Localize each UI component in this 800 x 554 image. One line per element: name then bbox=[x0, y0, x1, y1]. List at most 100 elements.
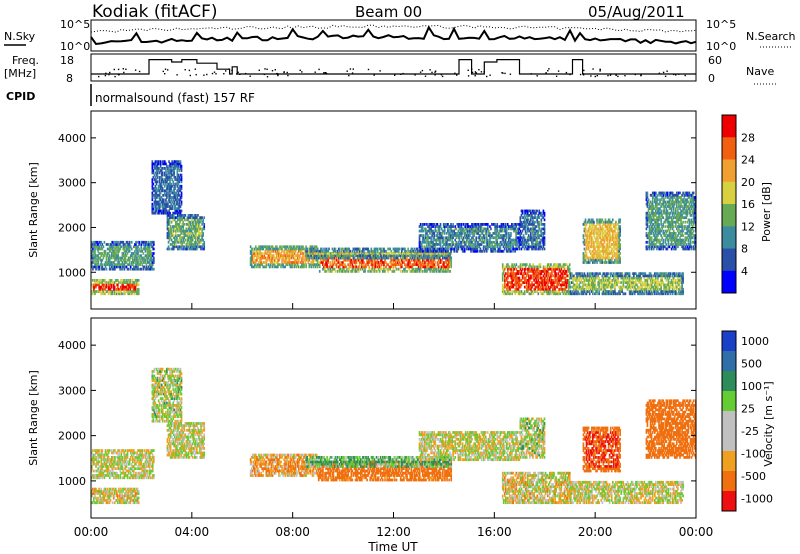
scatter-cell bbox=[423, 258, 425, 262]
scatter-cell bbox=[426, 263, 428, 267]
scatter-cell bbox=[286, 256, 289, 260]
scatter-cell bbox=[329, 263, 332, 267]
scatter-cell bbox=[266, 256, 269, 260]
scatter-cell bbox=[384, 261, 386, 264]
scatter-cell bbox=[295, 261, 298, 264]
scatter-cell bbox=[166, 227, 169, 231]
scatter-cell bbox=[289, 252, 292, 255]
scatter-cell bbox=[289, 249, 292, 253]
scatter-cell bbox=[286, 252, 289, 255]
scatter-cell bbox=[338, 247, 341, 251]
scatter-cell bbox=[169, 167, 171, 170]
scatter-cell bbox=[269, 252, 272, 255]
scatter-cell bbox=[102, 285, 105, 289]
scatter-cell bbox=[179, 205, 182, 208]
scatter-cell bbox=[137, 258, 139, 262]
scatter-cell bbox=[442, 265, 444, 269]
scatter-cell bbox=[165, 176, 167, 179]
scatter-cell bbox=[169, 193, 171, 197]
scatter-cell bbox=[165, 173, 167, 177]
scatter-cell bbox=[152, 182, 155, 186]
scatter-cell bbox=[188, 227, 191, 231]
scatter-cell bbox=[178, 247, 180, 251]
scatter-cell bbox=[176, 182, 179, 186]
scatter-cell bbox=[317, 261, 320, 264]
scatter-cell bbox=[267, 256, 270, 260]
scatter-cell bbox=[201, 220, 203, 224]
scatter-cell bbox=[108, 287, 111, 291]
scatter-cell bbox=[130, 240, 133, 244]
scatter-cell bbox=[391, 263, 394, 267]
scatter-cell bbox=[108, 258, 111, 262]
scatter-cell bbox=[172, 240, 175, 244]
scatter-cell bbox=[155, 164, 158, 168]
scatter-cell bbox=[114, 256, 116, 260]
scatter-cell bbox=[92, 261, 94, 264]
scatter-cell bbox=[311, 249, 314, 253]
scatter-cell bbox=[157, 187, 160, 190]
scatter-cell bbox=[282, 258, 284, 262]
scatter-cell bbox=[269, 265, 272, 269]
scatter-cell bbox=[129, 256, 132, 260]
scatter-cell bbox=[172, 211, 175, 215]
scatter-cell bbox=[147, 243, 150, 246]
scatter-cell bbox=[274, 245, 277, 249]
scatter-cell bbox=[276, 252, 278, 255]
scatter-cell bbox=[135, 243, 137, 246]
scatter-cell bbox=[145, 240, 148, 244]
scatter-cell bbox=[308, 263, 311, 267]
scatter-cell bbox=[99, 285, 101, 289]
scatter-cell bbox=[153, 178, 156, 181]
scatter-cell bbox=[344, 270, 346, 273]
scatter-cell bbox=[127, 290, 130, 293]
scatter-cell bbox=[158, 202, 161, 206]
scatter-cell bbox=[104, 292, 107, 296]
scatter-cell bbox=[340, 267, 342, 271]
scatter-cell bbox=[311, 252, 314, 255]
scatter-cell bbox=[153, 240, 155, 244]
scatter-cell bbox=[416, 258, 419, 262]
scatter-cell bbox=[176, 223, 178, 226]
scatter-cell bbox=[173, 184, 176, 188]
scatter-cell bbox=[170, 169, 172, 172]
scatter-cell bbox=[111, 281, 114, 284]
scatter-cell bbox=[117, 285, 119, 289]
scatter-cell bbox=[432, 267, 435, 271]
scatter-cell bbox=[93, 245, 95, 249]
scatter-cell bbox=[123, 243, 126, 246]
scatter-cell bbox=[142, 258, 145, 262]
scatter-cell bbox=[335, 263, 338, 267]
scatter-cell bbox=[160, 173, 163, 177]
scatter-cell bbox=[156, 193, 159, 197]
scatter-cell bbox=[250, 263, 253, 267]
scatter-cell bbox=[109, 267, 112, 271]
scatter-cell bbox=[169, 205, 171, 208]
scatter-cell bbox=[95, 240, 97, 244]
scatter-cell bbox=[169, 211, 171, 215]
scatter-cell bbox=[136, 267, 138, 271]
scatter-cell bbox=[133, 292, 136, 296]
scatter-cell bbox=[184, 229, 187, 233]
scatter-cell bbox=[121, 256, 124, 260]
scatter-cell bbox=[191, 225, 194, 228]
scatter-cell bbox=[189, 216, 192, 220]
scatter-cell bbox=[107, 252, 110, 255]
scatter-cell bbox=[341, 261, 343, 264]
scatter-cell bbox=[102, 283, 105, 287]
scatter-cell bbox=[159, 162, 162, 166]
scatter-cell bbox=[261, 252, 263, 255]
scatter-cell bbox=[140, 256, 143, 260]
scatter-cell bbox=[126, 287, 129, 291]
scatter-cell bbox=[140, 245, 143, 249]
scatter-cell bbox=[107, 281, 110, 284]
scatter-cell bbox=[97, 245, 99, 249]
scatter-cell bbox=[164, 209, 166, 213]
scatter-cell bbox=[135, 247, 137, 251]
scatter-cell bbox=[192, 243, 195, 246]
scatter-cell bbox=[190, 229, 193, 233]
scatter-cell bbox=[281, 254, 283, 258]
scatter-cell bbox=[167, 220, 170, 224]
scatter-cell bbox=[119, 258, 122, 262]
scatter-cell bbox=[148, 243, 151, 246]
scatter-cell bbox=[341, 263, 343, 267]
